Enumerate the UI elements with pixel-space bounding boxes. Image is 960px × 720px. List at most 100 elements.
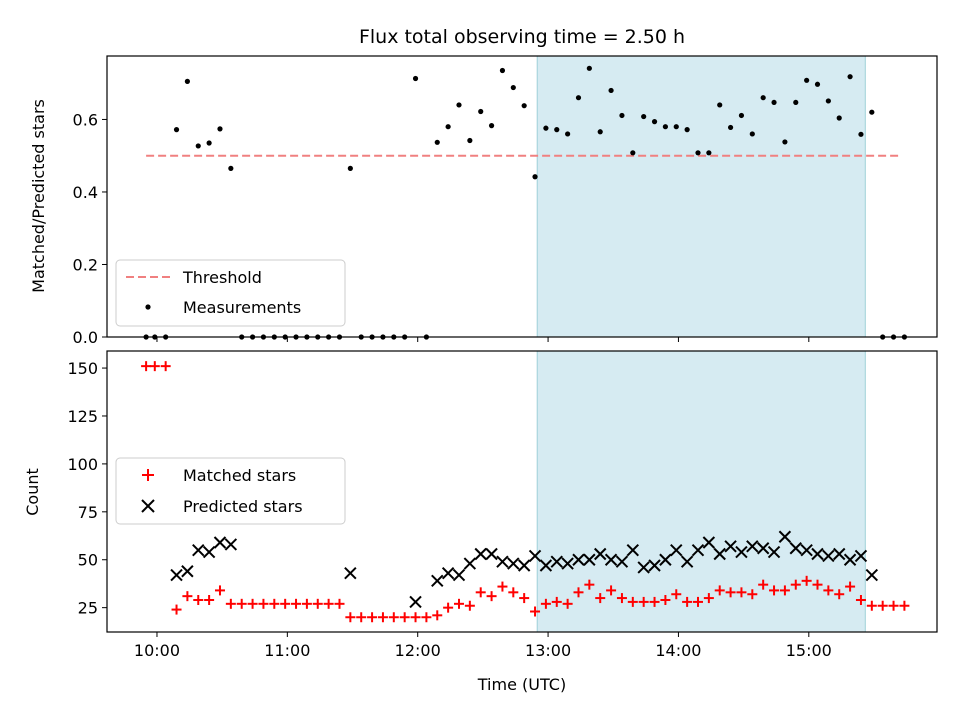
predicted-star-point (800, 543, 813, 557)
matched-star-point (377, 612, 388, 623)
bottom-legend: Matched stars Predicted stars (115, 457, 346, 525)
matched-star-point (530, 606, 541, 617)
bottom-xtick-label: 11:00 (264, 641, 310, 660)
measurement-point (651, 119, 658, 125)
matched-star-point (443, 602, 454, 613)
matched-star-point (345, 612, 356, 623)
predicted-star-point (822, 549, 835, 563)
measurement-point (738, 112, 745, 119)
matched-star-point (497, 581, 508, 592)
measurement-point (630, 150, 636, 156)
matched-star-point (149, 361, 160, 372)
legend-predicted-label: Predicted stars (183, 497, 303, 516)
top-ytick-label: 0.2 (73, 255, 98, 274)
predicted-star-point (507, 557, 520, 570)
legend-predicted-swatch (141, 499, 155, 513)
matched-star-point (486, 591, 497, 602)
predicted-star-point (550, 555, 563, 568)
matched-star-point (214, 585, 225, 596)
matched-star-point (399, 612, 410, 623)
predicted-star-point (181, 565, 194, 578)
ratio-panel: 0.0 0.2 0.4 0.6 Matched/Predicted stars Thr… (29, 55, 938, 347)
matched-star-point (758, 579, 769, 590)
matched-star-point (323, 598, 334, 609)
measurement-point (836, 115, 842, 121)
matched-star-point (388, 612, 399, 623)
predicted-star-point (811, 547, 824, 561)
top-ytick-label: 0.4 (73, 183, 98, 202)
measurement-point (575, 95, 582, 101)
matched-star-point (812, 579, 823, 590)
predicted-star-point (572, 553, 585, 566)
measurement-point (521, 103, 527, 109)
measurement-point (695, 150, 701, 156)
matched-star-point (736, 587, 747, 598)
top-series-layer (143, 65, 908, 340)
predicted-star-point (409, 595, 422, 609)
matched-star-point (877, 600, 888, 611)
matched-star-point (519, 593, 530, 604)
measurement-point (586, 65, 592, 71)
bottom-xtick-label: 14:00 (655, 641, 701, 660)
matched-star-point (193, 594, 204, 605)
measurement-point (543, 125, 549, 131)
predicted-star-point (691, 543, 705, 557)
matched-star-point (291, 598, 302, 609)
measurement-point (510, 84, 516, 91)
predicted-star-point (202, 545, 216, 559)
matched-star-point (280, 598, 291, 609)
matched-star-point (671, 589, 682, 600)
bottom-legend-box (115, 457, 346, 525)
matched-star-point (855, 594, 866, 605)
measurement-point (673, 124, 679, 130)
matched-star-point (573, 587, 584, 598)
top-axes-frame (106, 55, 938, 338)
predicted-star-point (474, 547, 487, 561)
predicted-star-point (463, 557, 477, 570)
matched-star-point (823, 585, 834, 596)
predicted-star-point (713, 547, 726, 561)
predicted-star-point (213, 536, 227, 549)
predicted-star-point (778, 530, 792, 543)
matched-star-point (801, 575, 812, 586)
matched-star-point (432, 610, 443, 621)
measurement-point (641, 113, 647, 120)
matched-star-point (682, 596, 693, 607)
measurement-point (499, 67, 506, 74)
matched-star-point (866, 600, 877, 611)
matched-star-point (160, 361, 171, 372)
matched-star-point (627, 596, 638, 607)
bottom-ytick-label: 50 (78, 551, 98, 570)
bottom-ytick-label: 150 (67, 359, 98, 378)
matched-star-point (540, 598, 551, 609)
top-legend: Threshold Measurements (115, 259, 346, 327)
legend-matched-swatch (142, 469, 154, 481)
measurement-point (684, 127, 690, 133)
matched-star-point (508, 587, 519, 598)
top-observing-window-shade (536, 55, 866, 338)
predicted-star-point (517, 559, 531, 572)
legend-measurements-swatch (145, 304, 151, 310)
predicted-star-point (485, 547, 498, 561)
measurement-point (706, 150, 712, 156)
predicted-star-point (756, 542, 770, 555)
predicted-star-point (767, 545, 781, 559)
measurement-point (228, 165, 234, 171)
matched-star-point (141, 361, 152, 372)
measurement-point (717, 102, 723, 108)
top-ytick-label: 0.6 (73, 110, 98, 129)
bottom-xtick-label: 12:00 (395, 641, 441, 660)
matched-star-point (790, 579, 801, 590)
measurement-point (434, 139, 440, 145)
matched-star-point (236, 598, 247, 609)
bottom-axes-frame (106, 350, 938, 633)
measurement-point (869, 109, 875, 115)
measurement-point (412, 75, 419, 82)
matched-star-point (660, 594, 671, 605)
predicted-star-point (843, 553, 857, 566)
measurement-point (804, 77, 810, 83)
predicted-star-point (735, 545, 748, 559)
legend-matched-label: Matched stars (183, 466, 296, 485)
matched-star-point (747, 589, 758, 600)
